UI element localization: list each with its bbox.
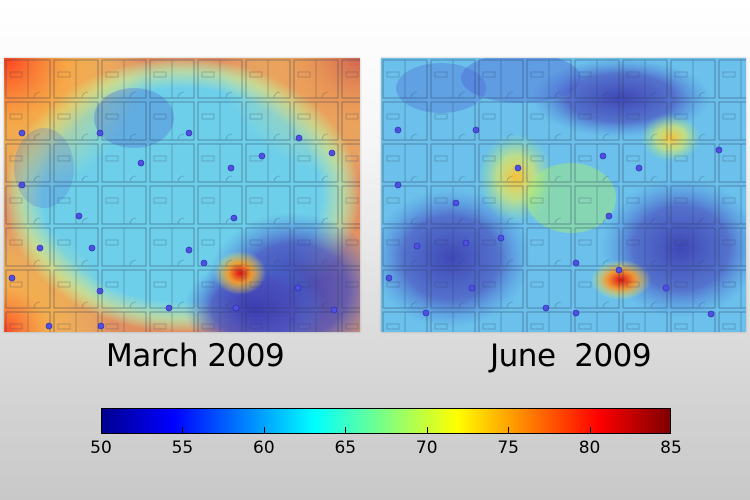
colorbar	[101, 408, 671, 434]
colorbar-tick-mark	[589, 427, 591, 434]
floorplan-heatmap-june	[381, 58, 746, 332]
colorbar-tick-mark	[508, 427, 510, 434]
caption-june: June 2009	[490, 338, 652, 374]
colorbar-tick-mark	[182, 427, 184, 434]
colorbar-tick-label: 65	[334, 438, 357, 458]
colorbar-tick-mark	[345, 427, 347, 434]
colorbar-tick-mark	[426, 427, 428, 434]
colorbar-tick-label: 70	[415, 438, 438, 458]
colorbar-tick-label: 60	[253, 438, 275, 458]
heatmap-june	[381, 58, 746, 332]
colorbar-tick-label: 75	[497, 438, 519, 458]
colorbar-tick-label: 50	[90, 438, 112, 458]
heatmap-march	[4, 58, 360, 332]
colorbar-tick-label: 85	[660, 438, 682, 458]
colorbar-tick-mark	[263, 427, 265, 434]
colorbar-tick-label: 80	[578, 438, 601, 458]
caption-march: March 2009	[106, 338, 285, 374]
colorbar-tick-label: 55	[171, 438, 194, 458]
floorplan-heatmap-march	[4, 58, 360, 332]
